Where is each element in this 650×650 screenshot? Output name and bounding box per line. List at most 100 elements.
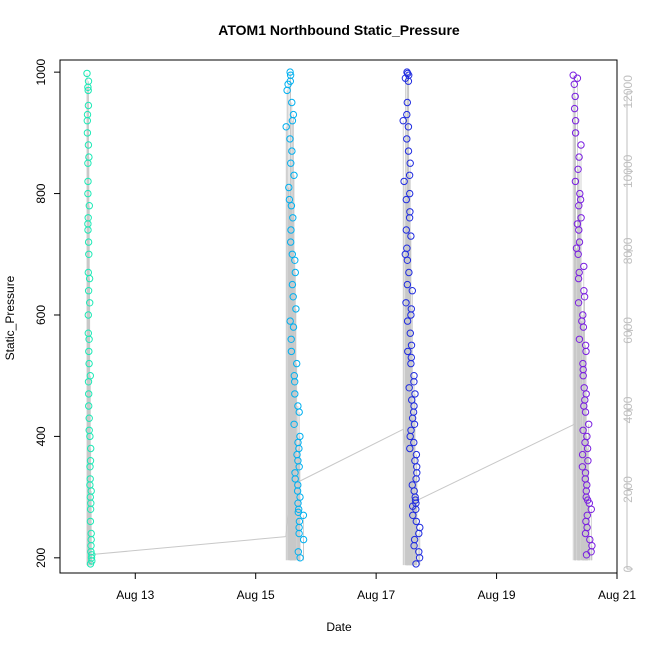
data-point xyxy=(407,311,415,319)
y-tick-label: 1000 xyxy=(34,58,48,85)
data-point xyxy=(295,529,303,538)
data-point xyxy=(571,177,580,186)
data-point xyxy=(85,274,94,283)
data-point xyxy=(571,117,580,125)
data-point xyxy=(85,414,93,422)
x-tick-label: Aug 15 xyxy=(237,588,275,602)
data-point xyxy=(84,141,93,149)
data-point xyxy=(286,68,294,76)
data-point xyxy=(406,159,414,167)
data-point xyxy=(403,98,411,107)
data-point xyxy=(408,287,416,295)
data-point xyxy=(84,238,93,246)
data-point xyxy=(87,444,95,453)
data-point xyxy=(573,74,582,82)
data-point xyxy=(288,98,296,107)
data-point xyxy=(84,177,92,186)
data-point xyxy=(570,80,578,89)
data-point xyxy=(83,69,91,78)
data-point xyxy=(404,123,413,131)
right-tick-label: 12000 xyxy=(621,75,635,109)
data-point xyxy=(407,232,415,240)
data-point xyxy=(86,463,94,471)
data-point xyxy=(85,335,93,343)
data-point xyxy=(404,69,412,78)
x-tick-label: Aug 13 xyxy=(116,588,154,602)
data-point xyxy=(402,226,410,234)
data-point xyxy=(85,402,93,410)
data-point xyxy=(288,250,296,259)
data-point xyxy=(412,505,420,513)
x-axis-label: Date xyxy=(326,620,352,634)
y-tick-label: 600 xyxy=(34,305,48,325)
data-point xyxy=(415,529,423,538)
data-point xyxy=(403,280,412,289)
data-point xyxy=(578,463,587,471)
data-point xyxy=(412,517,420,526)
data-point xyxy=(577,141,585,149)
data-point xyxy=(287,335,295,343)
data-point xyxy=(296,554,304,562)
data-point xyxy=(404,147,413,155)
data-point xyxy=(406,444,414,453)
data-point xyxy=(403,317,412,325)
data-point xyxy=(86,505,95,513)
data-point xyxy=(410,438,418,447)
data-point xyxy=(406,329,414,337)
data-point xyxy=(299,511,308,519)
data-point xyxy=(86,560,95,568)
data-point xyxy=(406,432,414,441)
right-tick-label: 6000 xyxy=(621,317,635,344)
data-point xyxy=(291,256,299,264)
data-point xyxy=(291,475,299,483)
data-point xyxy=(402,195,410,204)
data-point xyxy=(86,299,94,307)
data-point xyxy=(293,359,301,368)
data-point xyxy=(295,463,303,471)
data-point xyxy=(289,293,297,301)
y-axis-left: 200 400 600 800 1000 xyxy=(34,58,60,568)
data-point xyxy=(574,250,582,259)
chart-title: ATOM1 Northbound Static_Pressure xyxy=(218,22,460,38)
right-tick-label: 8000 xyxy=(621,237,635,264)
right-tick-label: 2000 xyxy=(621,476,635,503)
data-point xyxy=(584,457,592,465)
data-point xyxy=(288,147,296,155)
data-points xyxy=(83,68,596,568)
data-point xyxy=(295,408,303,416)
data-point xyxy=(581,438,589,447)
connector-segment xyxy=(411,423,575,504)
data-point xyxy=(293,487,302,495)
data-point xyxy=(283,86,291,95)
connector-lines xyxy=(86,72,593,566)
right-tick-label: 4000 xyxy=(621,396,635,423)
data-point xyxy=(570,104,579,113)
data-point xyxy=(291,268,299,277)
data-point xyxy=(291,390,299,398)
data-point xyxy=(287,226,295,234)
x-axis: Aug 13 Aug 15 Aug 17 Aug 19 Aug 21 xyxy=(116,573,636,602)
data-point xyxy=(583,444,592,453)
data-point xyxy=(287,159,295,167)
data-point xyxy=(84,83,92,92)
data-point xyxy=(405,171,414,180)
data-point xyxy=(578,450,587,459)
data-point xyxy=(406,189,414,198)
data-point xyxy=(289,323,298,331)
x-tick-label: Aug 17 xyxy=(357,588,395,602)
data-point xyxy=(86,517,95,526)
data-point xyxy=(287,238,295,246)
data-point xyxy=(290,171,298,180)
data-point xyxy=(299,535,308,544)
data-point xyxy=(410,378,418,386)
data-point xyxy=(575,226,583,234)
data-point xyxy=(412,560,420,568)
data-point xyxy=(403,110,411,119)
data-point xyxy=(405,214,414,222)
data-point xyxy=(84,189,92,198)
data-point xyxy=(85,250,93,259)
data-point xyxy=(84,311,93,319)
data-point xyxy=(415,554,424,562)
y-axis-right: 0 2000 4000 6000 8000 10000 12000 xyxy=(621,75,635,573)
data-point xyxy=(83,129,92,137)
